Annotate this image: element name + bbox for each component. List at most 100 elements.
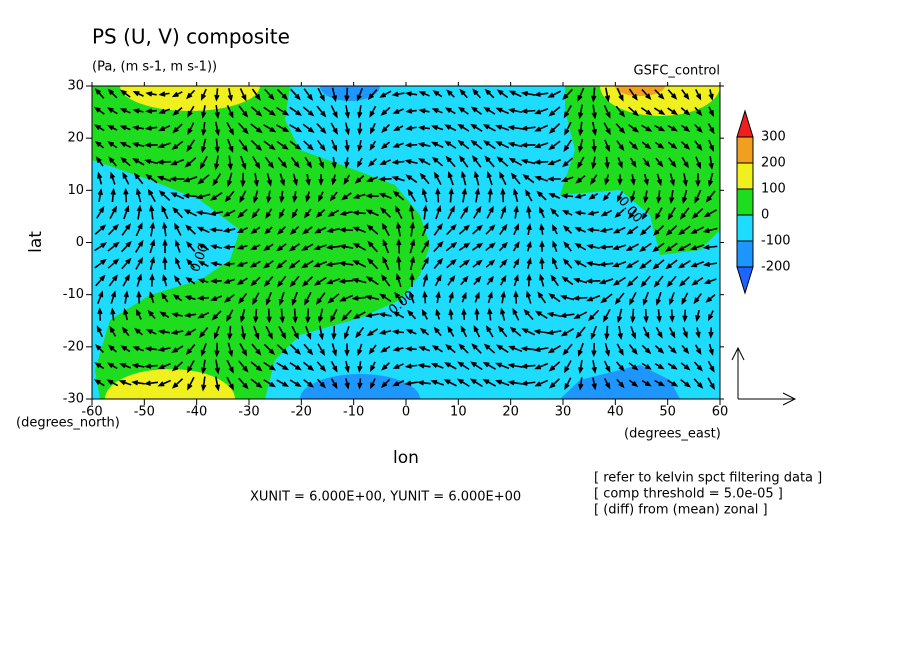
wind-vector bbox=[197, 243, 210, 251]
wind-vector bbox=[422, 273, 428, 287]
wind-vector bbox=[498, 241, 508, 252]
wind-vector bbox=[132, 108, 144, 114]
wind-vector bbox=[395, 221, 402, 237]
wind-vector bbox=[508, 90, 522, 98]
wind-vector bbox=[94, 140, 105, 149]
wind-vector bbox=[145, 108, 157, 114]
wind-vector bbox=[123, 290, 129, 304]
wind-vector bbox=[369, 140, 377, 151]
wind-vector bbox=[471, 343, 482, 354]
wind-vector bbox=[380, 207, 392, 218]
wind-vector bbox=[483, 343, 496, 354]
wind-vector bbox=[392, 108, 404, 114]
wind-vector bbox=[249, 260, 261, 268]
wind-vector bbox=[263, 123, 277, 133]
wind-vector bbox=[457, 361, 470, 371]
wind-vector bbox=[331, 87, 338, 103]
wind-vector bbox=[250, 226, 261, 235]
wind-vector bbox=[344, 122, 350, 136]
wind-vector bbox=[409, 238, 416, 254]
y-tick-label: -10 bbox=[63, 287, 84, 302]
wind-vector bbox=[560, 193, 574, 199]
wind-vector bbox=[199, 155, 208, 170]
wind-vector bbox=[573, 277, 588, 284]
wind-vector bbox=[656, 309, 662, 323]
wind-vector bbox=[201, 376, 207, 392]
wind-vector bbox=[239, 190, 247, 204]
wind-vector bbox=[196, 226, 210, 234]
wind-vector bbox=[133, 327, 143, 336]
wind-vector bbox=[326, 227, 340, 233]
wind-vector bbox=[301, 276, 314, 287]
wind-vector bbox=[279, 308, 285, 324]
wind-vector bbox=[499, 258, 508, 269]
wind-vector bbox=[144, 158, 159, 165]
wind-vector bbox=[305, 308, 311, 324]
wind-vector bbox=[500, 307, 506, 321]
wind-vector bbox=[546, 329, 562, 336]
wind-vector bbox=[227, 325, 233, 341]
wind-vector bbox=[357, 122, 363, 136]
wind-vector bbox=[665, 225, 678, 236]
wind-vector bbox=[526, 223, 532, 236]
wind-vector bbox=[330, 105, 338, 119]
wind-vector bbox=[209, 210, 224, 216]
wind-vector bbox=[473, 170, 480, 186]
wind-vector bbox=[317, 87, 325, 102]
x-tick-label: 0 bbox=[402, 405, 410, 420]
wind-vector bbox=[315, 208, 326, 218]
wind-vector bbox=[303, 208, 312, 219]
wind-vector bbox=[641, 379, 652, 387]
wind-vector bbox=[585, 278, 601, 284]
wind-vector bbox=[263, 260, 274, 269]
wind-vector bbox=[444, 140, 457, 149]
wind-vector bbox=[302, 226, 313, 235]
wind-vector bbox=[331, 156, 337, 169]
wind-vector bbox=[629, 291, 637, 306]
colorbar-swatch bbox=[736, 136, 754, 164]
wind-vector bbox=[435, 204, 442, 220]
wind-vector bbox=[136, 273, 143, 287]
wind-vector bbox=[110, 290, 117, 304]
wind-vector bbox=[301, 260, 314, 269]
wind-vector bbox=[263, 343, 276, 355]
wind-vector bbox=[162, 256, 168, 270]
wind-vector bbox=[512, 188, 519, 203]
colorbar-swatch bbox=[736, 188, 754, 216]
wind-vector bbox=[315, 292, 326, 305]
wind-vector bbox=[703, 278, 717, 285]
colorbar-label: 300 bbox=[761, 130, 786, 145]
y-tick-label: -30 bbox=[63, 392, 84, 407]
wind-vector bbox=[679, 276, 690, 287]
wind-vector bbox=[667, 207, 676, 221]
wind-vector bbox=[447, 205, 455, 220]
wind-vector bbox=[338, 278, 354, 284]
wind-vector bbox=[250, 106, 263, 117]
wind-vector bbox=[226, 172, 233, 188]
wind-vector bbox=[378, 176, 392, 182]
wind-vector bbox=[364, 294, 380, 301]
wind-vector bbox=[550, 207, 559, 218]
wind-vector bbox=[628, 106, 639, 117]
wind-vector bbox=[578, 359, 584, 374]
wind-vector bbox=[574, 210, 586, 216]
wind-vector bbox=[473, 205, 482, 219]
wind-vector bbox=[132, 91, 144, 97]
wind-vector bbox=[209, 227, 223, 233]
wind-vector bbox=[533, 329, 549, 335]
wind-vector bbox=[574, 193, 586, 199]
wind-vector bbox=[616, 87, 624, 102]
wind-vector bbox=[617, 325, 623, 341]
wind-vector bbox=[149, 256, 156, 270]
wind-vector bbox=[512, 241, 520, 252]
wind-vector bbox=[708, 89, 714, 101]
wind-vector bbox=[240, 325, 246, 341]
wind-vector bbox=[417, 380, 431, 386]
wind-vector bbox=[600, 209, 612, 217]
wind-vector bbox=[689, 244, 705, 251]
wind-vector bbox=[118, 380, 132, 386]
wind-vector bbox=[573, 311, 588, 319]
wind-vector bbox=[276, 140, 289, 150]
wind-vector bbox=[421, 187, 428, 203]
wind-vector bbox=[354, 175, 365, 184]
